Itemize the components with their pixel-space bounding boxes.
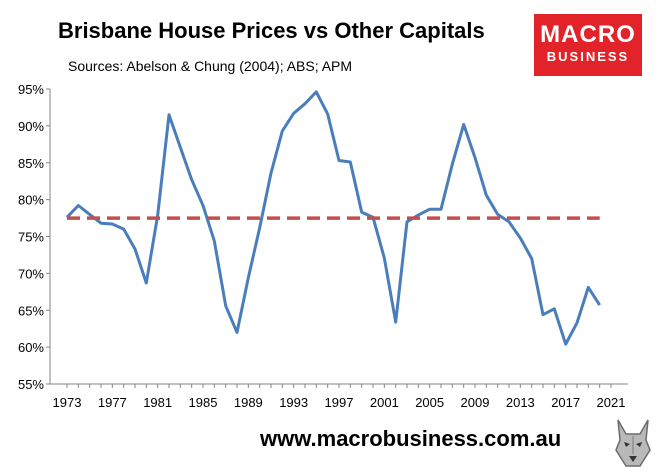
x-tick-label: 2001 (370, 395, 399, 410)
website-url: www.macrobusiness.com.au (260, 426, 562, 451)
y-tick-label: 95% (18, 82, 44, 97)
y-tick-label: 75% (18, 230, 44, 245)
x-tick-label: 2005 (415, 395, 444, 410)
x-tick-label: 1985 (189, 395, 218, 410)
x-tick-label: 2021 (597, 395, 626, 410)
y-axis-ticks: 55% 60% 65% 70% 75% 80% 85% 90% 95% (18, 82, 50, 392)
y-tick-label: 80% (18, 193, 44, 208)
x-tick-label: 2009 (461, 395, 490, 410)
x-tick-label: 1989 (234, 395, 263, 410)
y-tick-label: 55% (18, 377, 44, 392)
x-tick-label: 2013 (506, 395, 535, 410)
x-tick-label: 2017 (551, 395, 580, 410)
logo-line-1: MACRO (540, 21, 636, 48)
y-tick-label: 70% (18, 266, 44, 281)
chart-subtitle: Sources: Abelson & Chung (2004); ABS; AP… (68, 58, 353, 74)
x-tick-label: 1993 (279, 395, 308, 410)
y-tick-label: 60% (18, 340, 44, 355)
chart-series (65, 90, 601, 346)
y-tick-label: 65% (18, 303, 44, 318)
x-tick-label: 1997 (325, 395, 354, 410)
x-tick-label: 1981 (143, 395, 172, 410)
chart-axes (49, 89, 628, 385)
x-axis-ticks: 1973 1977 1981 1985 1989 1993 1997 2001 2005 2009… (53, 384, 626, 410)
y-tick-label: 85% (18, 156, 44, 171)
chart-title: Brisbane House Prices vs Other Capitals (58, 18, 485, 43)
y-tick-label: 90% (18, 119, 44, 134)
logo-line-2: BUSINESS (546, 49, 630, 64)
x-tick-label: 1973 (53, 395, 82, 410)
wolf-mascot-icon (610, 416, 656, 470)
macrobusiness-logo: MACRO BUSINESS (534, 14, 642, 76)
x-tick-label: 1977 (98, 395, 127, 410)
price-ratio-line (65, 90, 601, 346)
